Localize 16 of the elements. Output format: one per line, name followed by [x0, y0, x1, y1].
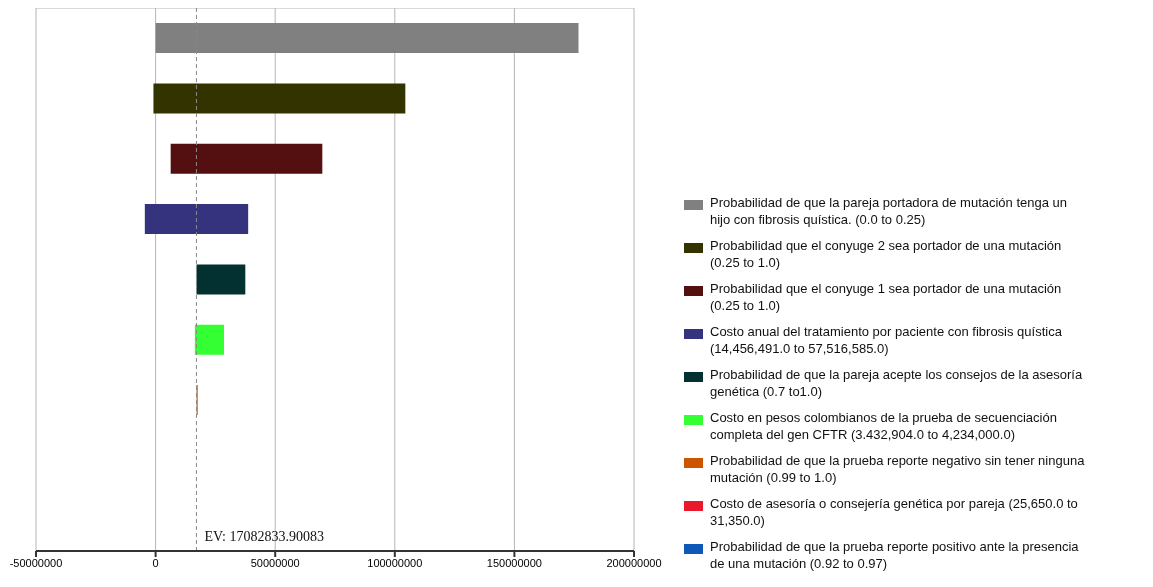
- legend-label: Probabilidad de que la pareja acepte los consejos de la asesoría genética (0.7 to1.0): [710, 366, 1084, 400]
- legend-label: Costo de asesoría o consejería genética por pareja (25,650.0 to 31,350.0): [710, 495, 1079, 529]
- x-tick-label: 150000000: [486, 556, 542, 569]
- legend-label: Probabilidad de que la prueba reporte positivo ante la presencia de una mutación (0.92 to 0.97): [710, 538, 1080, 572]
- legend-label: Probabilidad que el conyuge 1 sea portador de una mutación (0.25 to 1.0): [710, 280, 1063, 314]
- ref-line-label: EV: 17082833.90083: [204, 529, 324, 544]
- legend-label: Probabilidad de que la pareja portadora de mutación tenga un hijo con fibrosis quística. (0.0 to 0.25): [710, 194, 1069, 228]
- x-tick-label: 0: [152, 556, 159, 569]
- legend-label: Probabilidad de que la prueba reporte negativo sin tener ninguna mutación (0.99 to 1.0): [710, 452, 1086, 486]
- x-tick-label: 50000000: [250, 556, 300, 569]
- legend-label: Probabilidad que el conyuge 2 sea portador de una mutación (0.25 to 1.0): [710, 237, 1063, 271]
- x-tick-label: 200000000: [606, 556, 662, 569]
- legend-label: Costo anual del tratamiento por paciente con fibrosis quística (14,456,491.0 to 57,516,585.0): [710, 323, 1063, 357]
- x-tick-label: -50000000: [9, 556, 63, 569]
- x-tick-label: 100000000: [367, 556, 423, 569]
- legend-label: Costo en pesos colombianos de la prueba de secuenciación completa del gen CFTR (3.432,904.0 to 4,234,000.0): [710, 409, 1058, 443]
